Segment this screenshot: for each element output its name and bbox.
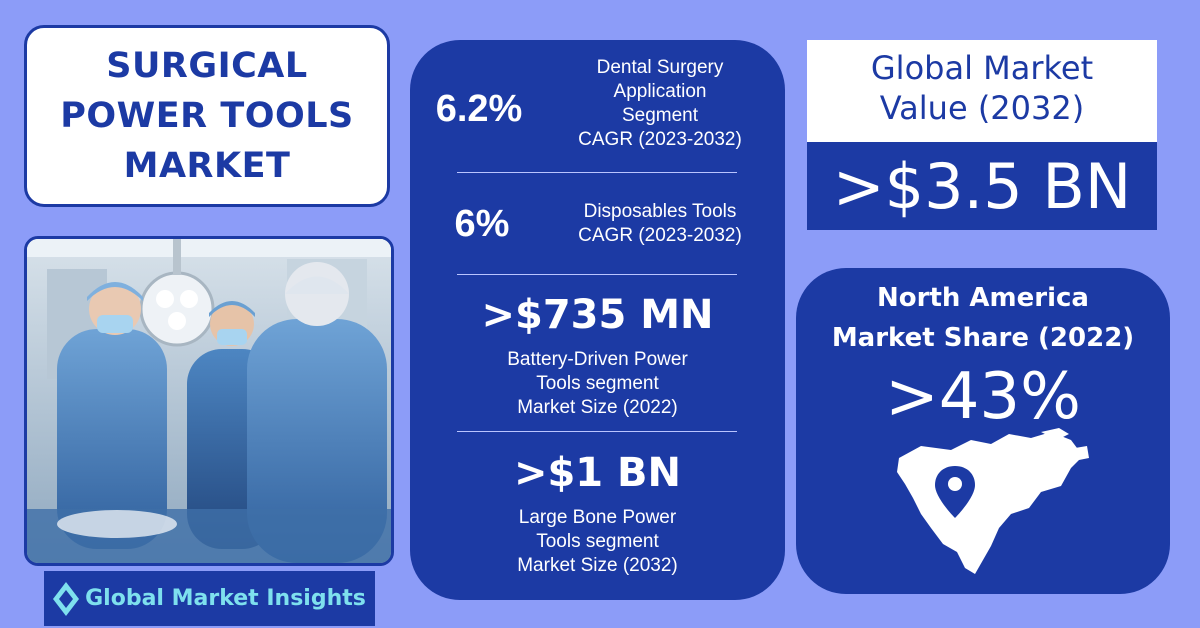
- logo-bar: Global Market Insights: [44, 571, 375, 626]
- large-bone-label-line-2: Tools segment: [536, 531, 659, 552]
- north-america-title-line-1: North America: [877, 283, 1089, 313]
- dental-label-line-1: Dental Surgery: [596, 57, 724, 78]
- large-bone-label-line-3: Market Size (2032): [517, 555, 678, 576]
- title-line-3: MARKET: [123, 146, 291, 186]
- global-market-title-line-2: Value (2032): [879, 89, 1085, 127]
- north-america-map-icon: [897, 428, 1089, 574]
- logo-text: Global Market Insights: [85, 586, 366, 611]
- north-america-panel: North America Market Share (2022) >43%: [796, 268, 1170, 594]
- battery-label: Battery-Driven Power Tools segment Marke…: [410, 348, 785, 420]
- dental-label-line-3: Segment: [621, 105, 699, 126]
- dental-label-line-2: Application: [613, 81, 707, 102]
- battery-label-line-1: Battery-Driven Power: [507, 349, 688, 370]
- battery-value: >$735 MN: [481, 292, 714, 338]
- divider-2: [457, 274, 737, 275]
- battery-label-line-3: Market Size (2022): [517, 397, 678, 418]
- divider-3: [457, 431, 737, 432]
- center-stats-panel: 6.2% Dental Surgery Application Segment …: [410, 40, 785, 600]
- north-america-title-line-2: Market Share (2022): [831, 323, 1135, 353]
- global-market-title: Global Market Value (2032): [807, 48, 1157, 128]
- dental-label-line-4: CAGR (2023-2032): [578, 129, 742, 150]
- divider-1: [457, 172, 737, 173]
- large-bone-label: Large Bone Power Tools segment Market Si…: [410, 506, 785, 578]
- global-market-box: Global Market Value (2032) >$3.5 BN: [807, 40, 1157, 230]
- location-pin-icon: [935, 466, 975, 518]
- disposables-label-line-1: Disposables Tools: [583, 201, 737, 222]
- disposables-cagr-value: 6%: [454, 203, 510, 245]
- battery-label-line-2: Tools segment: [536, 373, 659, 394]
- disposables-label: Disposables Tools CAGR (2023-2032): [545, 200, 775, 248]
- surgeon-left: [57, 282, 167, 549]
- surgeon-right: [247, 262, 387, 563]
- north-america-value: >43%: [885, 360, 1081, 434]
- north-america-title: North America Market Share (2022): [796, 278, 1170, 358]
- large-bone-value: >$1 BN: [513, 450, 682, 496]
- surgeons-photo: [24, 236, 394, 566]
- disposables-label-line-2: CAGR (2023-2032): [578, 225, 742, 246]
- surgeons-illustration: [27, 239, 391, 563]
- surgical-light: [139, 239, 215, 347]
- large-bone-label-line-1: Large Bone Power: [518, 507, 677, 528]
- global-market-value: >$3.5 BN: [832, 149, 1132, 223]
- title-line-2: POWER TOOLS: [60, 96, 354, 136]
- diamond-logo-icon: [53, 581, 80, 616]
- dental-label: Dental Surgery Application Segment CAGR …: [545, 56, 775, 152]
- global-market-value-band: >$3.5 BN: [807, 142, 1157, 230]
- global-market-title-line-1: Global Market: [870, 49, 1094, 87]
- title-line-1: SURGICAL: [106, 46, 308, 86]
- title-box: SURGICAL POWER TOOLS MARKET: [24, 25, 390, 207]
- dental-cagr-value: 6.2%: [435, 88, 523, 130]
